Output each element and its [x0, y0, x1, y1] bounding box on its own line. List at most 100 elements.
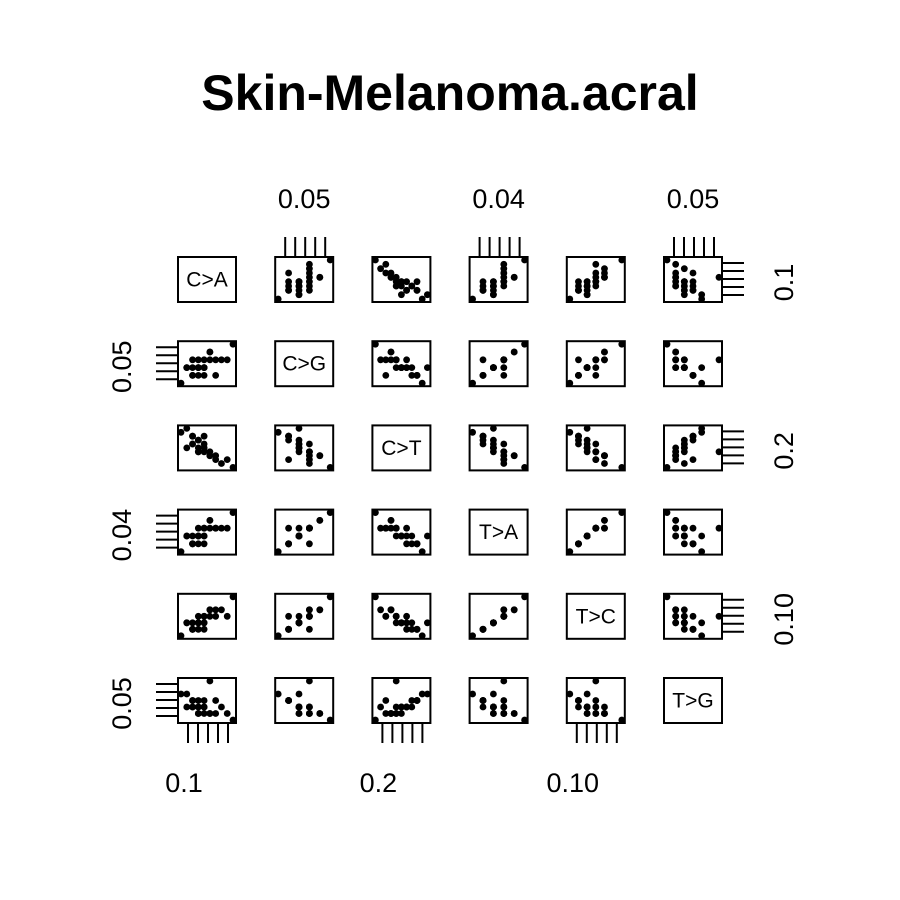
data-point: [392, 273, 400, 281]
data-point: [680, 460, 688, 467]
ticks-top-5: [673, 237, 715, 257]
data-point: [206, 606, 214, 614]
data-point: [229, 509, 237, 516]
data-point: [583, 532, 591, 540]
data-point: [490, 436, 497, 444]
data-point: [306, 625, 313, 633]
data-point: [490, 278, 497, 286]
data-point: [177, 548, 185, 555]
data-point: [424, 690, 431, 698]
data-point: [408, 540, 416, 548]
panel-frame: [274, 424, 335, 472]
data-point: [575, 540, 582, 548]
variable-label: T>C: [576, 605, 616, 628]
data-point: [189, 440, 196, 448]
data-point: [490, 690, 497, 698]
data-point: [316, 606, 324, 614]
data-point: [583, 690, 591, 698]
panel-frame: [663, 677, 723, 724]
data-point: [189, 625, 196, 633]
data-point: [212, 452, 220, 460]
data-point: [382, 356, 390, 364]
panel-4-5: [663, 592, 723, 640]
data-point: [663, 464, 671, 471]
data-point: [510, 452, 518, 460]
data-point: [510, 710, 518, 717]
data-point: [285, 524, 292, 532]
data-point: [680, 606, 688, 614]
data-point: [500, 372, 508, 379]
data-point: [326, 509, 334, 516]
data-point: [408, 619, 416, 627]
data-point: [189, 356, 196, 364]
data-point: [566, 548, 574, 555]
data-point: [189, 703, 196, 711]
data-point: [500, 710, 508, 717]
data-point: [500, 612, 508, 620]
data-point: [672, 260, 680, 268]
data-point: [663, 256, 671, 264]
data-point: [177, 428, 185, 436]
panel-frame: [274, 340, 335, 388]
panel-0-2: [371, 256, 432, 303]
data-point: [413, 278, 421, 286]
data-point: [392, 356, 400, 364]
data-point: [618, 509, 626, 516]
data-point: [200, 524, 208, 532]
data-point: [183, 425, 191, 432]
data-point: [592, 448, 600, 456]
panel-frame: [371, 424, 432, 472]
data-point: [424, 619, 431, 627]
data-point: [398, 278, 405, 286]
data-point: [206, 524, 214, 532]
data-point: [592, 703, 600, 711]
data-point: [194, 372, 202, 379]
variable-label: T>A: [479, 521, 518, 544]
data-point: [689, 432, 697, 440]
panel-frame: [565, 256, 626, 303]
data-point: [194, 612, 202, 620]
data-point: [398, 619, 405, 627]
data-point: [601, 460, 608, 467]
data-point: [285, 456, 292, 463]
data-point: [316, 452, 324, 460]
data-point: [403, 540, 410, 548]
data-point: [194, 540, 202, 548]
data-point: [194, 444, 202, 452]
data-point: [285, 540, 292, 548]
data-point: [295, 532, 303, 540]
data-point: [189, 697, 196, 704]
data-point: [212, 697, 220, 704]
data-point: [177, 632, 185, 640]
data-point: [326, 464, 334, 471]
data-point: [387, 356, 395, 364]
data-point: [285, 625, 292, 633]
data-point: [285, 697, 292, 704]
data-point: [575, 432, 582, 440]
panel-3-0: [177, 508, 237, 556]
panel-5-1: [274, 677, 335, 724]
data-point: [408, 697, 416, 704]
data-point: [521, 340, 528, 348]
left-tick-label: 0.05: [107, 340, 137, 393]
bottom-tick-label: 0.10: [547, 768, 600, 798]
data-point: [698, 364, 706, 371]
data-point: [398, 710, 405, 717]
data-point: [229, 593, 237, 601]
data-point: [306, 524, 313, 532]
data-point: [372, 509, 379, 516]
data-point: [469, 428, 476, 436]
data-point: [306, 273, 313, 281]
data-point: [413, 286, 421, 294]
data-point: [392, 677, 400, 685]
data-point: [618, 256, 626, 264]
data-point: [306, 440, 313, 448]
data-point: [306, 606, 313, 614]
ticks-left-5: [156, 683, 178, 717]
data-point: [372, 716, 379, 724]
data-point: [408, 364, 416, 371]
data-point: [200, 532, 208, 540]
data-point: [601, 356, 608, 364]
panel-0-5: [663, 256, 723, 303]
data-point: [469, 295, 476, 303]
